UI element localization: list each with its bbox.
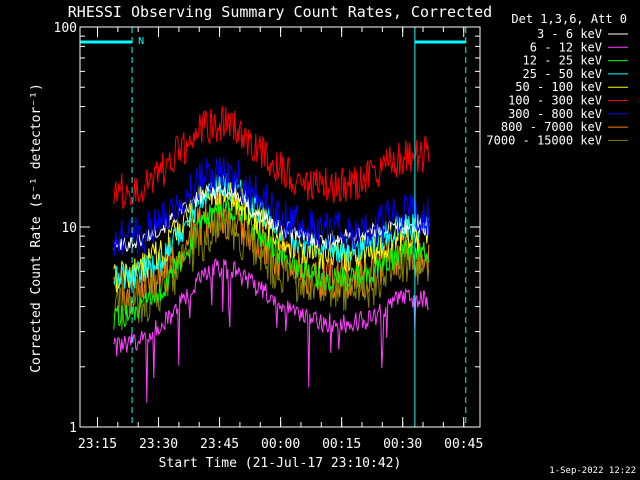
y-axis: 1 10 100 [54, 21, 480, 436]
x-tick-label: 23:45 [200, 437, 239, 452]
legend-label: 50 - 100 keV [515, 80, 602, 94]
x-tick-label: 23:30 [139, 437, 178, 452]
series-line-1 [113, 257, 430, 403]
legend-label: 6 - 12 keV [530, 40, 602, 54]
series-line-2 [113, 196, 430, 330]
y-axis-label: Corrected Count Rate (s⁻¹ detector⁻¹) [29, 83, 44, 373]
x-tick-label: 00:45 [444, 437, 483, 452]
legend-label: 100 - 300 keV [508, 94, 602, 108]
x-tick-label: 23:15 [78, 437, 117, 452]
legend-label: 300 - 800 keV [508, 107, 602, 121]
y-tick-label: 1 [69, 421, 77, 436]
series-marks [113, 106, 430, 403]
x-tick-label: 00:00 [261, 437, 300, 452]
series-line-8 [113, 209, 430, 331]
legend-label: 25 - 50 keV [523, 67, 602, 81]
legend-label: 3 - 6 keV [537, 27, 602, 41]
chart-title: RHESSI Observing Summary Count Rates, Co… [68, 3, 492, 21]
x-tick-label: 00:30 [383, 437, 422, 452]
legend-label: 12 - 25 keV [523, 54, 602, 68]
legend-label: 800 - 7000 keV [501, 120, 602, 134]
night-label: N [138, 36, 144, 47]
series-line-6 [113, 156, 430, 257]
x-axis-label: Start Time (21-Jul-17 23:10:42) [159, 456, 402, 471]
x-tick-label: 00:15 [322, 437, 361, 452]
legend-label: 7000 - 15000 keV [486, 133, 602, 147]
timestamp: 1-Sep-2022 12:22 [549, 466, 636, 476]
y-tick-label: 10 [61, 221, 77, 236]
x-axis: 23:15 23:30 23:45 00:00 00:15 00:30 00:45 [78, 27, 483, 452]
series-line-5 [113, 106, 430, 209]
y-tick-label: 100 [54, 21, 77, 36]
legend-header: Det 1,3,6, Att 0 [511, 12, 627, 26]
